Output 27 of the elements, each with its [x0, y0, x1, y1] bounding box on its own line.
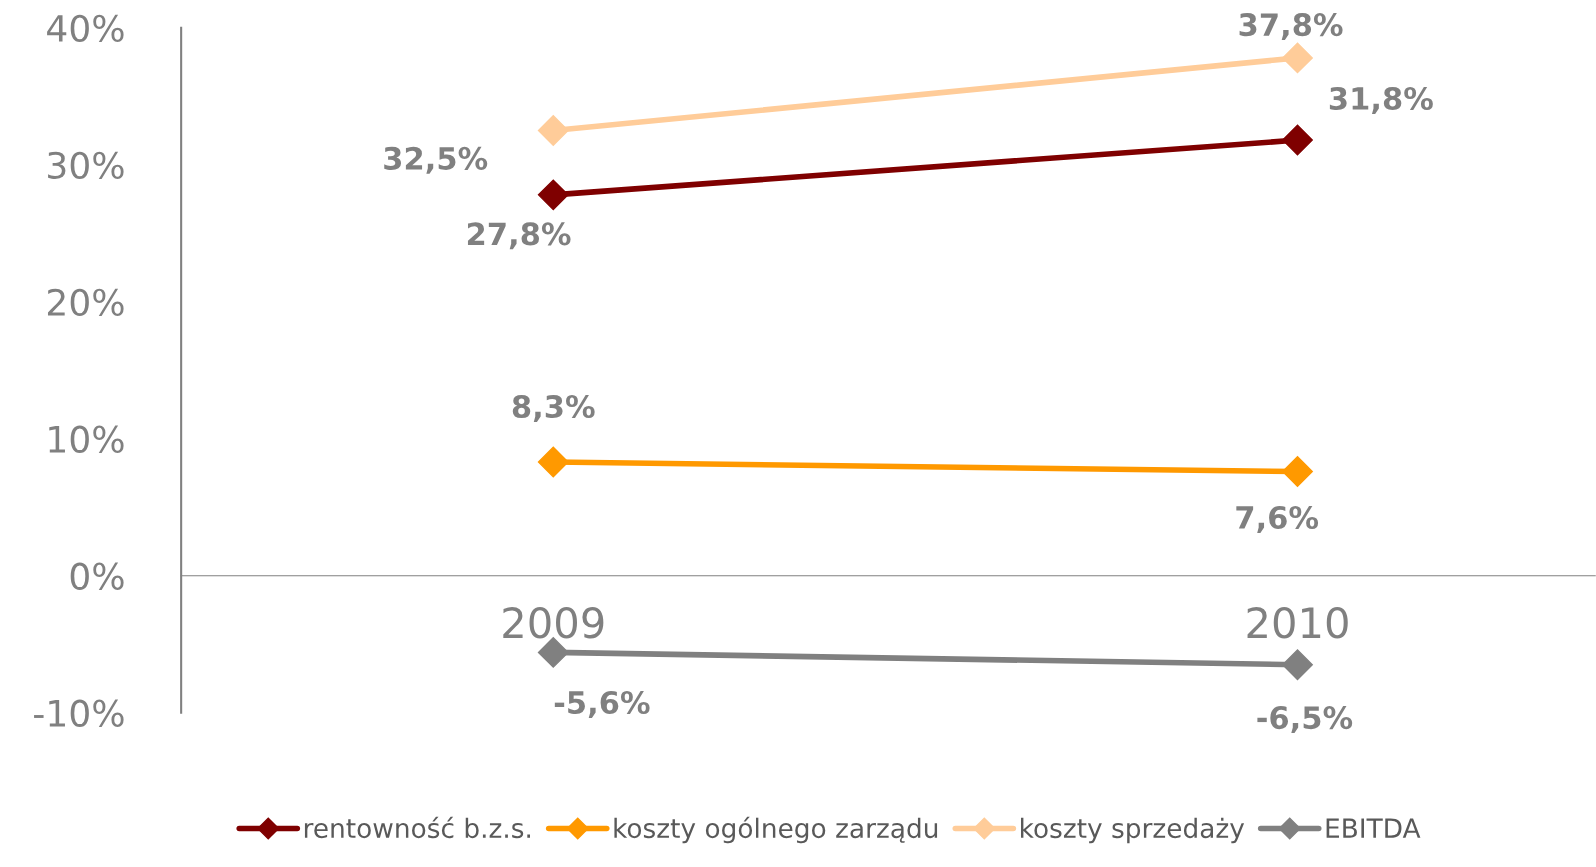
point	[537, 115, 569, 146]
legend-label: EBITDA	[1326, 818, 1421, 838]
y-tick-label: 0%	[70, 562, 124, 590]
data-label: 37,8%	[1239, 13, 1343, 41]
y-tick-label: 40%	[47, 14, 124, 42]
point	[1282, 456, 1313, 488]
legend-label: koszty sprzedaży	[1021, 817, 1245, 844]
y-tick-label: 20%	[47, 288, 124, 316]
legend-label: rentowność b.z.s.	[304, 816, 531, 839]
y-tick-label: 10%	[49, 425, 124, 453]
y-tick-label: -10%	[34, 699, 124, 727]
point	[537, 179, 569, 211]
x-tick-label: 2009	[503, 606, 604, 639]
data-label: 32,5%	[384, 146, 488, 174]
y-tick-label: 30%	[48, 151, 124, 179]
data-label: 8,3%	[512, 394, 595, 422]
data-label: 7,6%	[1236, 505, 1319, 533]
data-label: 27,8%	[467, 222, 571, 250]
point	[1282, 42, 1313, 74]
data-label: -5,6%	[554, 690, 650, 718]
data-label: 31,8%	[1329, 86, 1433, 114]
data-label: -6,5%	[1257, 706, 1353, 734]
legend-label: koszty ogólnego zarządu	[614, 816, 938, 844]
x-tick-label: 2010	[1247, 606, 1348, 639]
point	[537, 446, 569, 478]
point	[1282, 124, 1313, 156]
point	[1282, 649, 1313, 681]
